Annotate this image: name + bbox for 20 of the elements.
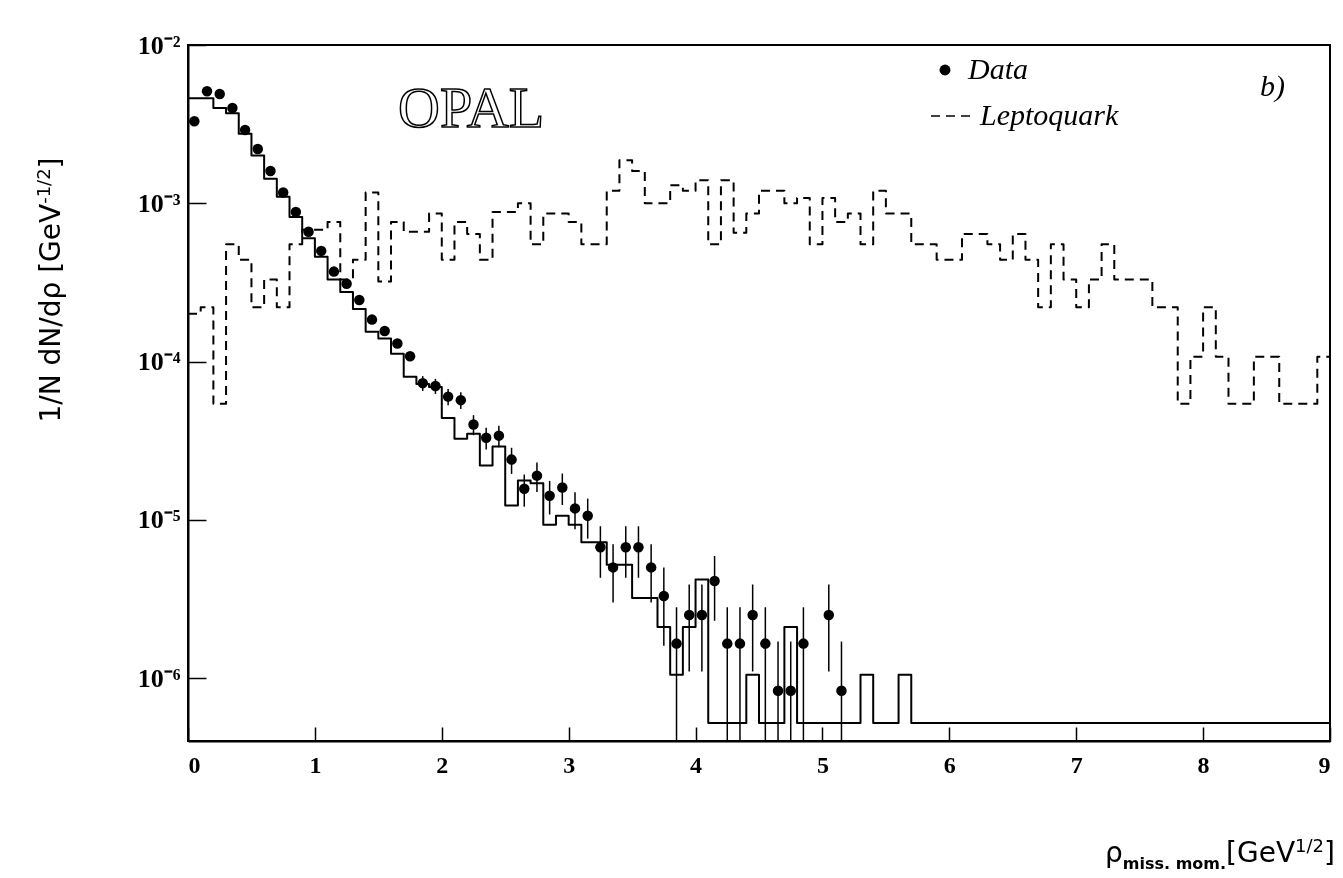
x-tick-label: 3	[563, 751, 576, 778]
x-tick-label: 9	[1318, 751, 1331, 778]
x-tick-label: 7	[1070, 751, 1083, 778]
y-tick-label: 10⁻⁵	[137, 505, 181, 535]
annotation: OPAL	[398, 75, 545, 140]
x-tick-label: 8	[1197, 751, 1210, 778]
x-tick-label: 2	[436, 751, 449, 778]
y-tick-label: 10⁻³	[137, 188, 181, 218]
annotation: b)	[1260, 69, 1285, 103]
x-tick-label: 1	[309, 751, 322, 778]
x-tick-label: 4	[690, 751, 703, 778]
legend-label: Leptoquark	[979, 98, 1120, 131]
y-tick-label: 10⁻²	[137, 30, 181, 60]
y-tick-label: 10⁻⁴	[137, 347, 181, 377]
x-axis-title: ρ$_{miss. mom.}$[GeV$^{1/2}$]	[1105, 835, 1335, 873]
x-tick-label: 0	[188, 751, 201, 778]
y-tick-label: 10⁻⁶	[137, 663, 181, 693]
x-tick-label: 5	[816, 751, 829, 778]
x-tick-label: 6	[943, 751, 956, 778]
legend-label: Data	[967, 52, 1028, 85]
